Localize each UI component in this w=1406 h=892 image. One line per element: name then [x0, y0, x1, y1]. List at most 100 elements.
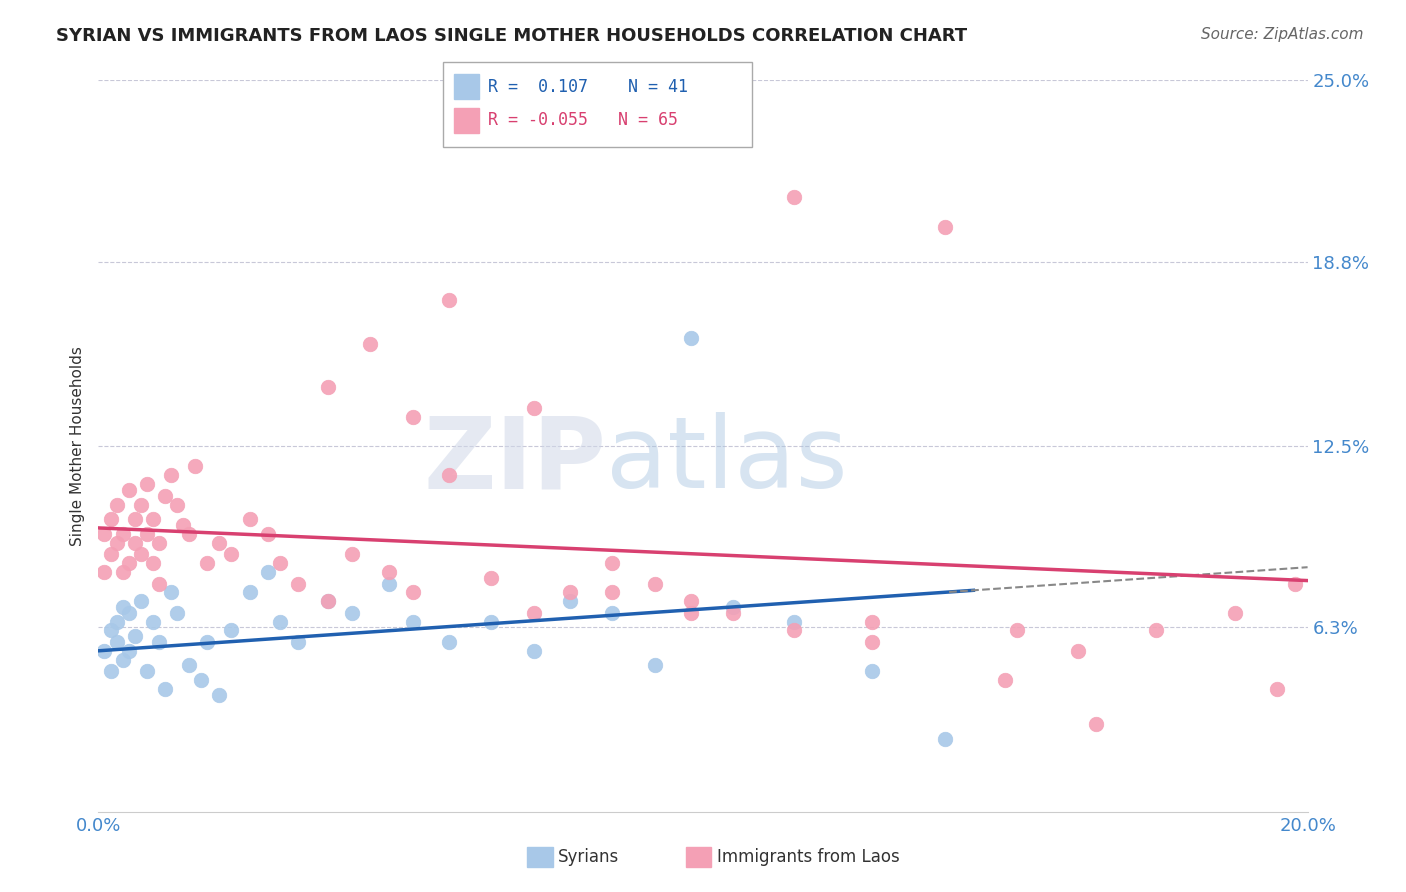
Point	[269, 556, 291, 570]
Point	[153, 681, 176, 696]
Text: atlas: atlas	[606, 412, 848, 509]
Point	[269, 615, 291, 629]
Point	[934, 731, 956, 746]
Point	[153, 489, 176, 503]
Point	[142, 512, 165, 526]
Point	[860, 665, 883, 679]
Point	[602, 606, 624, 620]
Point	[160, 585, 183, 599]
Point	[437, 293, 460, 307]
Point	[184, 459, 207, 474]
Text: Immigrants from Laos: Immigrants from Laos	[717, 848, 900, 866]
Point	[129, 547, 152, 561]
Point	[783, 190, 806, 204]
Text: Source: ZipAtlas.com: Source: ZipAtlas.com	[1201, 27, 1364, 42]
Point	[105, 615, 128, 629]
Point	[437, 468, 460, 483]
Point	[402, 409, 425, 424]
Point	[148, 635, 170, 649]
Point	[316, 594, 339, 608]
Point	[208, 688, 231, 702]
Point	[124, 629, 146, 643]
Point	[860, 615, 883, 629]
Point	[93, 565, 115, 579]
Point	[105, 635, 128, 649]
Text: SYRIAN VS IMMIGRANTS FROM LAOS SINGLE MOTHER HOUSEHOLDS CORRELATION CHART: SYRIAN VS IMMIGRANTS FROM LAOS SINGLE MO…	[56, 27, 967, 45]
Point	[342, 547, 364, 561]
Point	[644, 658, 666, 673]
Point	[723, 606, 745, 620]
Point	[166, 498, 188, 512]
Y-axis label: Single Mother Households: Single Mother Households	[70, 346, 86, 546]
Point	[256, 526, 278, 541]
Text: R =  0.107    N = 41: R = 0.107 N = 41	[488, 78, 688, 95]
Point	[111, 565, 134, 579]
Point	[679, 594, 702, 608]
Point	[1085, 717, 1108, 731]
Point	[195, 635, 218, 649]
Point	[208, 535, 231, 549]
Point	[287, 576, 309, 591]
Point	[287, 635, 309, 649]
Point	[783, 624, 806, 638]
Point	[602, 556, 624, 570]
Point	[679, 331, 702, 345]
Point	[316, 594, 339, 608]
Point	[111, 652, 134, 666]
Point	[239, 512, 262, 526]
Point	[160, 468, 183, 483]
Point	[342, 606, 364, 620]
Point	[135, 665, 157, 679]
Point	[179, 658, 201, 673]
Point	[142, 556, 165, 570]
Point	[1067, 644, 1090, 658]
Point	[100, 665, 122, 679]
Point	[377, 565, 399, 579]
Point	[481, 571, 503, 585]
Point	[124, 535, 146, 549]
Point	[221, 547, 243, 561]
Point	[523, 644, 546, 658]
Point	[723, 599, 745, 614]
Point	[100, 624, 122, 638]
Point	[783, 615, 806, 629]
Point	[190, 673, 212, 687]
Point	[1284, 576, 1306, 591]
Point	[135, 477, 157, 491]
Point	[172, 518, 194, 533]
Text: R = -0.055   N = 65: R = -0.055 N = 65	[488, 112, 678, 129]
Point	[142, 615, 165, 629]
Point	[481, 615, 503, 629]
Point	[360, 336, 382, 351]
Point	[166, 606, 188, 620]
Point	[558, 594, 581, 608]
Point	[644, 576, 666, 591]
Point	[1144, 624, 1167, 638]
Point	[105, 498, 128, 512]
Point	[221, 624, 243, 638]
Point	[100, 512, 122, 526]
Point	[934, 219, 956, 234]
Point	[1267, 681, 1289, 696]
Point	[118, 644, 141, 658]
Point	[129, 594, 152, 608]
Point	[93, 526, 115, 541]
Point	[1223, 606, 1246, 620]
Point	[93, 644, 115, 658]
Point	[523, 401, 546, 415]
Point	[377, 576, 399, 591]
Point	[402, 615, 425, 629]
Point	[118, 606, 141, 620]
Point	[148, 535, 170, 549]
Point	[179, 526, 201, 541]
Point	[402, 585, 425, 599]
Point	[195, 556, 218, 570]
Point	[994, 673, 1017, 687]
Text: ZIP: ZIP	[423, 412, 606, 509]
Point	[558, 585, 581, 599]
Point	[316, 380, 339, 394]
Point	[100, 547, 122, 561]
Point	[111, 599, 134, 614]
Point	[679, 606, 702, 620]
Point	[239, 585, 262, 599]
